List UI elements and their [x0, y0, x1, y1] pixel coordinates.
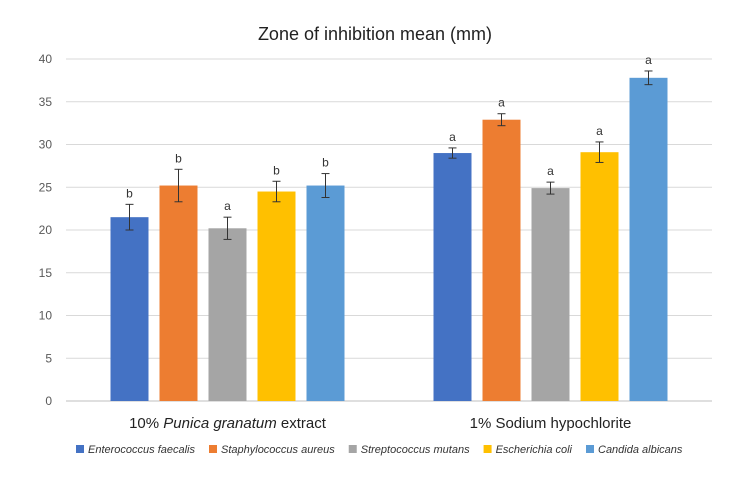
y-axis-ticks: 0 5 10 15 20 25 30 35 40 [39, 52, 53, 408]
significance-letter: a [498, 96, 505, 110]
significance-letter: b [273, 163, 280, 177]
legend-label: Streptococcus mutans [361, 444, 470, 456]
category-label-part: 1% Sodium hypochlorite [470, 415, 632, 432]
legend-swatch [348, 445, 357, 453]
bar [110, 217, 149, 401]
legend-label: Enterococcus faecalis [88, 444, 195, 456]
legend-label: Escherichia coli [496, 444, 573, 456]
significance-letter: b [175, 151, 182, 165]
legend-swatch [586, 445, 594, 453]
bar [433, 153, 472, 401]
y-tick-label: 5 [45, 351, 52, 365]
error-bars [125, 70, 653, 240]
significance-letter: a [547, 164, 554, 178]
significance-letter: a [645, 53, 652, 67]
significance-letter: a [449, 130, 456, 144]
bar [580, 152, 619, 401]
y-tick-label: 20 [39, 223, 53, 237]
category-label: 1% Sodium hypochlorite [470, 415, 632, 432]
category-label-part: 10% [129, 415, 163, 432]
y-tick-label: 10 [39, 309, 53, 323]
bar [531, 188, 570, 401]
bar [306, 185, 345, 401]
legend-swatch [483, 445, 492, 453]
bar [159, 185, 198, 401]
bars [110, 77, 668, 401]
category-label: 10% Punica granatum extract [129, 415, 327, 432]
category-labels: 10% Punica granatum extract 1% Sodium hyp… [129, 415, 631, 432]
significance-letter: a [596, 124, 603, 138]
significance-letter: a [224, 199, 231, 213]
legend: Enterococcus faecalis Staphylococcus aure… [76, 444, 683, 456]
category-label-part: extract [277, 415, 327, 432]
y-tick-label: 30 [39, 138, 53, 152]
y-tick-label: 0 [45, 394, 52, 408]
y-tick-label: 40 [39, 52, 53, 66]
chart-title: Zone of inhibition mean (mm) [258, 24, 492, 44]
legend-swatch [209, 445, 217, 453]
y-tick-label: 15 [39, 266, 53, 280]
y-tick-label: 25 [39, 180, 53, 194]
bar [208, 228, 247, 401]
bar [629, 77, 668, 401]
y-tick-label: 35 [39, 95, 53, 109]
significance-labels: b b a b b a a a a a [126, 53, 652, 213]
significance-letter: b [126, 186, 133, 200]
bar [482, 119, 521, 401]
category-label-part: Punica granatum [163, 415, 276, 432]
significance-letter: b [322, 156, 329, 170]
bar [257, 191, 296, 401]
legend-swatch [76, 445, 84, 453]
legend-label: Staphylococcus aureus [221, 444, 335, 456]
legend-label: Candida albicans [598, 444, 683, 456]
